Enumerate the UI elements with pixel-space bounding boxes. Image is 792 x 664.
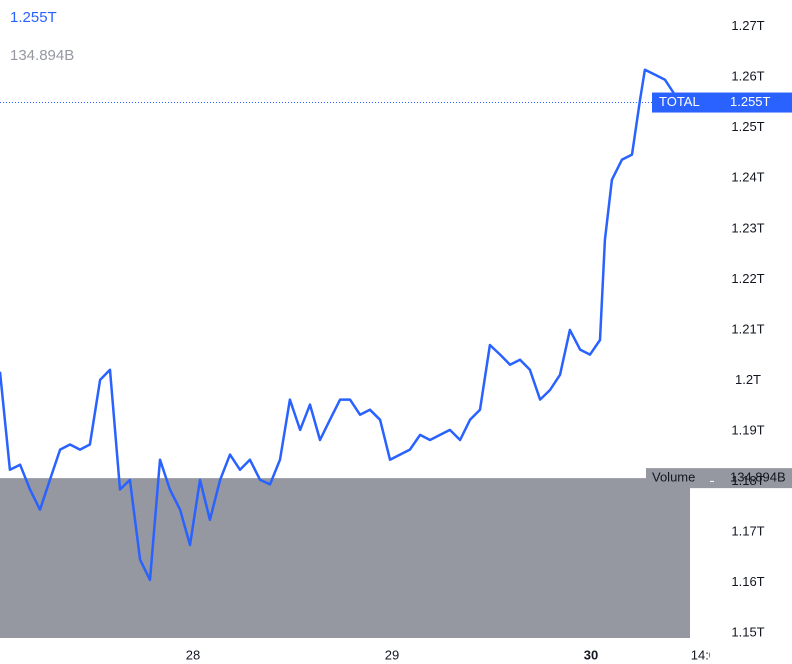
y-tick-label: 1.17T [731,523,764,538]
y-tick-label: 1.24T [731,170,764,185]
volume-tag-value: 134.894B [730,470,786,485]
x-tick-label: 30 [584,647,598,662]
header-value: 1.255T [10,9,57,26]
y-tick-label: 1.25T [731,119,764,134]
y-tick-label: 1.16T [731,574,764,589]
y-tick-label: 1.18T [731,473,764,488]
header-volume: 134.894B [10,47,74,64]
last-tag-name: TOTAL [659,94,700,109]
y-tick-label: 1.2T [735,372,761,387]
plot-area [0,68,710,638]
x-axis: 28 29 30 14:00 [186,640,724,662]
x-tick-label: 28 [186,647,200,662]
y-tick-label: 1.23T [731,220,764,235]
y-tick-label: 1.15T [731,624,764,639]
volume-bar [0,478,690,638]
y-tick-label: 1.22T [731,271,764,286]
y-tick-label: 1.19T [731,422,764,437]
y-axis: 1.27T 1.26T 1.25T 1.24T 1.23T 1.22T 1.21T 1.2T 1… [710,18,792,639]
last-tag-value: 1.255T [730,94,771,109]
y-tick-label: 1.21T [731,321,764,336]
volume-tag-bg [710,468,792,489]
x-tick-label: 29 [385,647,399,662]
price-line [0,68,686,582]
y-tick-label: 1.27T [731,18,764,33]
volume-tag-name: Volume [652,470,695,485]
x-tick-label: 14:00 [691,647,724,662]
y-tick-label: 1.26T [731,69,764,84]
last-tag-bg [652,92,792,113]
volume-tag-bg [646,468,710,489]
